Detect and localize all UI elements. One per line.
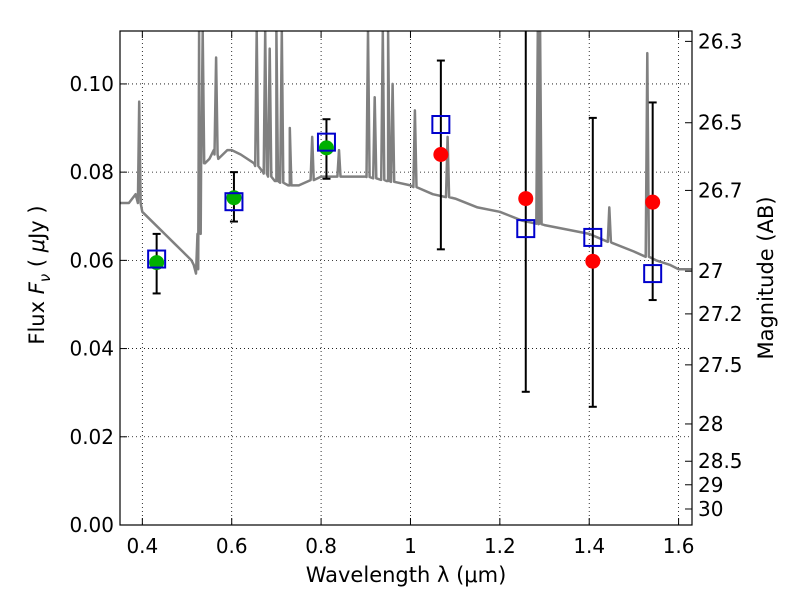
blue-square-point [316,132,336,152]
y2-tick-label: 26.3 [698,29,743,53]
y2-tick-label: 30 [698,497,723,521]
plot-frame [119,30,693,526]
y-tick-label: 0.04 [69,337,114,361]
y2-tick-label: 29 [698,473,723,497]
blue-square-point [224,192,244,212]
x-tick-label: 1 [404,534,417,558]
data-points [147,115,663,284]
green-circle-point [149,255,165,271]
y2-tick-label: 27 [698,259,723,283]
y2-tick-label: 28.5 [698,449,743,473]
y-tick-label: 0.02 [69,425,114,449]
x-tick-label: 0.8 [305,534,337,558]
y-tick-label: 0.00 [69,513,114,537]
y-axis-label-part: μ [25,239,49,253]
red-circle-point [645,194,661,210]
y-axis-label-part: F [25,281,49,294]
x-tick-label: 1.2 [484,534,516,558]
model-spectrum [120,31,692,275]
green-circle-point [318,140,334,156]
red-circle-point [585,253,601,269]
model-spectrum-line [120,31,692,275]
y-axis-label-part: Flux [25,294,49,344]
x-tick-label: 1.4 [573,534,605,558]
blue-square-point [516,219,536,239]
blue-square-point [147,249,167,269]
y-axis-label-part: ν [36,274,54,282]
y-axis-label-part: ( [25,252,49,274]
y2-tick-label: 28 [698,412,723,436]
blue-square-point [643,264,663,284]
y2-axis-label: Magnitude (AB) [754,196,778,359]
x-axis-label: Wavelength λ (μm) [306,563,507,587]
y2-tick-label: 26.7 [698,178,743,202]
red-circle-point [518,191,534,207]
axis-ticks: 0.4 0.6 0.8 1 1.2 1.4 1.6 0.00 0.02 0.04 0.06 0.08 0… [69,29,742,558]
x-tick-label: 0.4 [126,534,158,558]
x-tick-label: 0.6 [216,534,248,558]
grid [120,31,692,526]
y2-tick-label: 27.2 [698,302,743,326]
y-tick-label: 0.06 [69,248,114,272]
y-axis-label-part: Jy ) [25,205,49,241]
y2-tick-label: 27.5 [698,353,743,377]
blue-square-point [431,115,451,135]
y-axis-label: Flux Fν ( μJy ) [25,205,54,344]
blue-square-point [583,227,603,247]
y-tick-label: 0.08 [69,160,114,184]
y-tick-label: 0.10 [69,72,114,96]
red-circle-point [433,147,449,162]
error-bars [152,31,657,408]
y2-tick-label: 26.5 [698,111,743,135]
x-tick-label: 1.6 [663,534,695,558]
